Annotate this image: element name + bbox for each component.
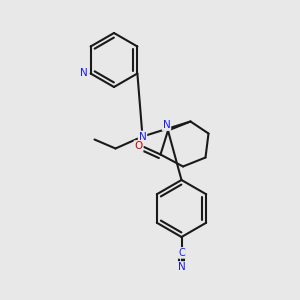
Text: N: N <box>178 262 185 272</box>
Text: O: O <box>134 141 143 151</box>
Text: N: N <box>163 120 170 130</box>
Text: C: C <box>178 248 185 258</box>
Text: N: N <box>80 68 88 78</box>
Text: N: N <box>139 131 146 142</box>
